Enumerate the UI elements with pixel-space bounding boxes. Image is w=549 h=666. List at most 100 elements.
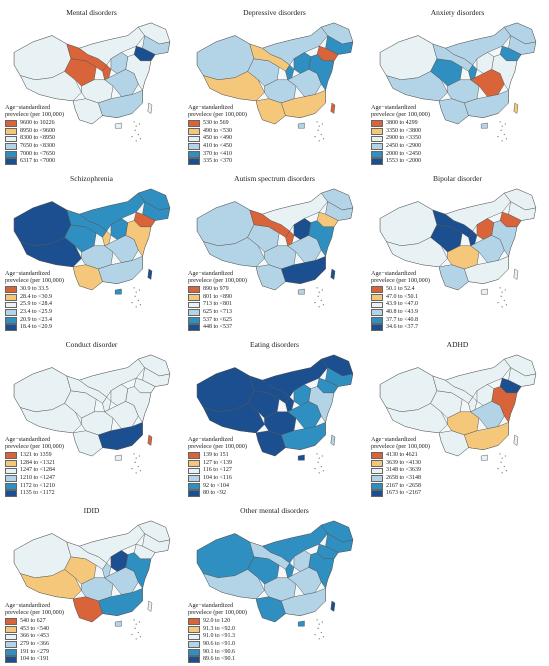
legend-title: Age−standardized preveleсe (per 100,000)	[5, 436, 125, 450]
island-dot	[131, 136, 133, 138]
legend-item: 7650 to <8300	[5, 143, 125, 151]
legend-item: 127 to <139	[188, 460, 308, 468]
legend-swatch	[188, 482, 200, 490]
island-dot	[322, 470, 325, 472]
island-dot	[133, 121, 135, 123]
legend-swatch	[371, 309, 383, 316]
legend-swatch	[5, 293, 17, 301]
legend-label: 801 to <890	[203, 293, 233, 300]
legend-label: 1553 to <2000	[386, 158, 422, 165]
legend-item: 1284 to <1321	[5, 460, 125, 468]
region-east-coast	[308, 220, 335, 257]
legend-title: Age−standardized preveleсe (per 100,000)	[5, 602, 125, 616]
island-dot	[131, 468, 133, 470]
legend-title-line: Age−standardized	[188, 602, 234, 609]
china-map	[13, 520, 171, 640]
island-dot	[321, 621, 323, 623]
legend-item: 2167 to <2658	[371, 482, 491, 490]
region-taiwan	[147, 434, 153, 446]
region-taiwan	[330, 600, 336, 612]
legend-item: 20.9 to <23.4	[5, 316, 125, 324]
legend-swatch	[5, 467, 17, 475]
legend-swatch	[188, 120, 200, 128]
region-east-coast	[125, 220, 152, 257]
legend-swatch	[5, 648, 17, 656]
island-dot	[316, 287, 318, 289]
legend-swatch	[371, 150, 383, 158]
legend-swatch	[188, 135, 200, 143]
island-dot	[134, 129, 136, 131]
region-yunnan	[255, 98, 286, 125]
region-ningxia	[468, 230, 478, 247]
legend-swatch	[371, 467, 383, 475]
legend-item: 335 to <370	[188, 158, 308, 166]
panel-title: ADHD	[446, 340, 469, 349]
region-south	[281, 255, 326, 284]
legend-item: 23.4 to <25.9	[5, 309, 125, 317]
island-dot	[314, 302, 316, 304]
legend-title-line: preveleсe (per 100,000)	[5, 609, 64, 616]
legend-label: 1321 to 1359	[20, 452, 52, 459]
island-dot	[137, 299, 139, 302]
island-dot	[134, 627, 136, 629]
legend-label: 89.6 to <90.1	[203, 656, 236, 663]
island-dot	[135, 125, 137, 127]
island-dot	[318, 291, 320, 293]
legend-swatch	[5, 135, 17, 143]
legend: Age−standardized preveleсe (per 100,000) 5…	[371, 270, 491, 332]
legend-label: 370 to <410	[203, 150, 233, 157]
island-dot	[321, 123, 323, 125]
legend-item: 116 to <127	[188, 467, 308, 475]
island-dot	[503, 133, 505, 136]
legend-label: 191 to <279	[20, 648, 50, 655]
region-shanxi	[110, 218, 129, 240]
legend-label: 4130 to 4621	[386, 452, 418, 459]
legend-item: 28.4 to <30.9	[5, 294, 125, 302]
island-dot	[503, 299, 505, 302]
legend-item: 1247 to <1284	[5, 467, 125, 475]
legend-item: 6317 to <7000	[5, 158, 125, 166]
region-hainan	[297, 620, 305, 627]
legend-label: 92.0 to 120	[203, 618, 231, 625]
island-dot	[500, 129, 502, 131]
region-ningxia	[285, 396, 295, 413]
legend-label: 6317 to <7000	[20, 158, 56, 165]
legend-swatch	[371, 158, 383, 166]
legend-label: 25.9 to <28.4	[20, 301, 53, 308]
legend-title-line: Age−standardized	[188, 436, 234, 443]
region-yunnan	[438, 98, 469, 125]
legend-label: 104 to <191	[20, 656, 50, 663]
panel-title: Conduct disorder	[65, 340, 118, 349]
legend-item: 191 to <279	[5, 648, 125, 656]
island-dot	[139, 304, 142, 306]
legend-swatch	[188, 459, 200, 467]
region-east-coast	[308, 386, 335, 423]
legend-item: 448 to <537	[188, 324, 308, 332]
legend-item: 9600 to 10226	[5, 120, 125, 128]
legend-title: Age−standardized preveleсe (per 100,000)	[5, 104, 125, 118]
region-east-coast	[491, 54, 518, 91]
island-dot	[135, 638, 137, 640]
legend-label: 28.4 to <30.9	[20, 293, 53, 300]
legend-swatch	[5, 127, 17, 135]
legend-swatch	[371, 293, 383, 301]
region-south	[98, 587, 143, 616]
legend-item: 410 to <450	[188, 143, 308, 151]
legend-label: 91.0 to <91.3	[203, 633, 236, 640]
legend-label: 18.4 to <20.9	[20, 324, 53, 331]
legend-title-line: Age−standardized	[5, 602, 51, 609]
legend-label: 540 to 627	[20, 618, 46, 625]
legend-item: 490 to <530	[188, 128, 308, 136]
panel-title: Anxiety disorders	[430, 8, 485, 17]
legend-item: 104 to <191	[5, 656, 125, 664]
region-shanxi	[293, 550, 312, 572]
region-ningxia	[102, 562, 112, 579]
island-dot	[497, 468, 499, 470]
legend-item: 8950 to <9600	[5, 128, 125, 136]
island-dot	[137, 465, 139, 468]
legend-item: 90.1 to <90.6	[188, 648, 308, 656]
region-hainan	[480, 122, 488, 129]
region-east-coast	[125, 552, 152, 589]
legend-swatch	[371, 135, 383, 143]
legend-item: 2900 to <3350	[371, 135, 491, 143]
